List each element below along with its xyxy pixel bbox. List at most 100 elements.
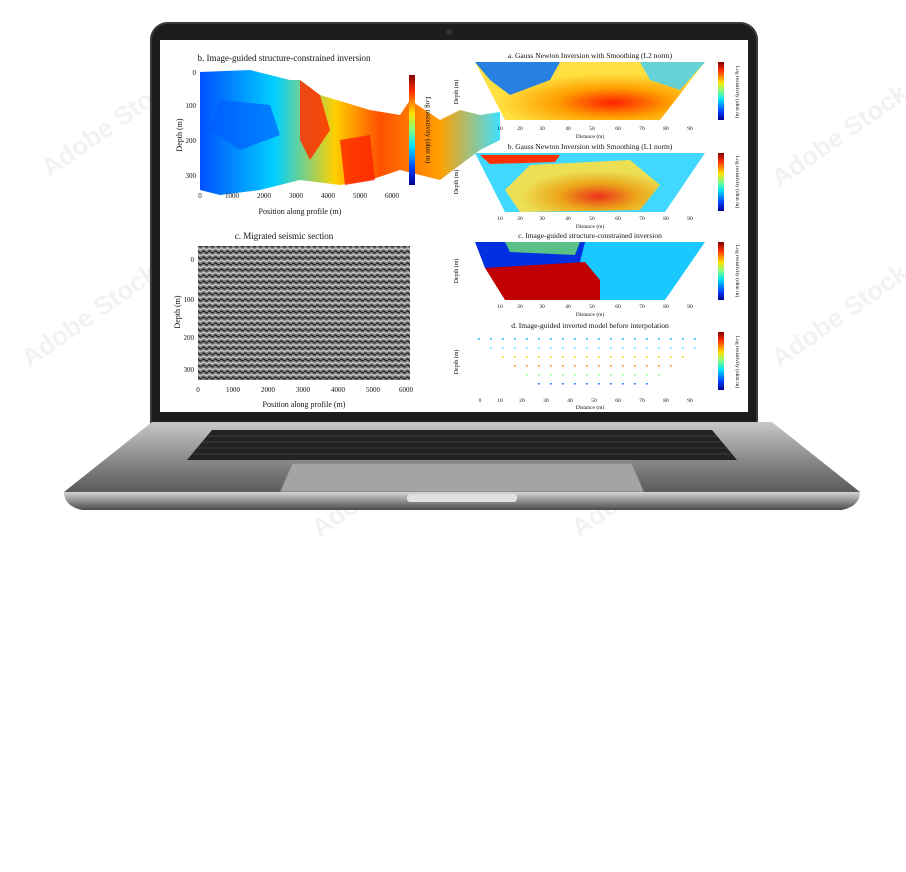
data-point bbox=[658, 374, 660, 376]
data-point bbox=[574, 365, 576, 367]
data-point bbox=[670, 347, 672, 349]
data-point bbox=[502, 347, 504, 349]
x-tick: 80 bbox=[663, 398, 669, 404]
y-axis-label: Depth (m) bbox=[453, 80, 460, 105]
data-point bbox=[658, 338, 660, 340]
x-tick: 40 bbox=[565, 304, 571, 310]
data-point bbox=[658, 365, 660, 367]
data-point bbox=[514, 356, 516, 358]
x-tick: 5000 bbox=[366, 386, 381, 394]
data-point bbox=[550, 338, 552, 340]
data-point bbox=[610, 374, 612, 376]
data-point bbox=[622, 383, 624, 385]
data-point bbox=[610, 383, 612, 385]
data-point bbox=[586, 383, 588, 385]
panel-c: c. Migrated seismic section 0 100 200 30… bbox=[173, 231, 414, 409]
data-point bbox=[634, 338, 636, 340]
data-point bbox=[646, 347, 648, 349]
panel-c1-title: c. Image-guided structure-constrained in… bbox=[518, 231, 662, 240]
colorbar-label: Log resistivity (ohm m) bbox=[734, 245, 741, 298]
colorbar-label: Log resistivity (ohm m) bbox=[424, 97, 432, 164]
data-point bbox=[634, 383, 636, 385]
colorbar bbox=[718, 242, 724, 300]
y-tick: 0 bbox=[193, 69, 197, 77]
data-point bbox=[682, 347, 684, 349]
colorbar-label: Log resistivity (ohm m) bbox=[734, 156, 741, 209]
x-tick: 0 bbox=[196, 386, 200, 394]
data-point bbox=[646, 356, 648, 358]
data-point bbox=[646, 365, 648, 367]
data-point bbox=[682, 338, 684, 340]
data-point bbox=[490, 347, 492, 349]
x-tick: 40 bbox=[565, 216, 571, 222]
data-point bbox=[562, 338, 564, 340]
data-point bbox=[646, 383, 648, 385]
x-tick: 70 bbox=[639, 126, 645, 132]
data-point bbox=[538, 374, 540, 376]
panel-c-title: c. Migrated seismic section bbox=[235, 231, 334, 241]
data-point bbox=[550, 356, 552, 358]
y-axis-label: Depth (m) bbox=[173, 295, 182, 328]
data-point bbox=[562, 347, 564, 349]
x-axis-label: Distance (m) bbox=[576, 404, 605, 411]
watermark: Adobe Stock bbox=[765, 77, 906, 193]
x-tick: 20 bbox=[517, 304, 523, 310]
data-point bbox=[622, 338, 624, 340]
data-point bbox=[574, 347, 576, 349]
y-tick: 100 bbox=[184, 296, 195, 304]
x-tick: 60 bbox=[615, 126, 621, 132]
resistivity-anomaly bbox=[300, 80, 330, 160]
data-point bbox=[598, 374, 600, 376]
data-point bbox=[574, 383, 576, 385]
data-point bbox=[502, 356, 504, 358]
data-point bbox=[550, 383, 552, 385]
data-point bbox=[538, 365, 540, 367]
x-tick: 10 bbox=[497, 126, 503, 132]
x-tick: 90 bbox=[687, 126, 693, 132]
data-point bbox=[526, 374, 528, 376]
y-axis-label: Depth (m) bbox=[453, 350, 460, 375]
section-anomaly bbox=[475, 62, 560, 95]
data-point bbox=[538, 383, 540, 385]
x-axis-label: Distance (m) bbox=[576, 223, 605, 230]
colorbar-label: Log resistivity (ohm m) bbox=[734, 66, 741, 119]
data-point bbox=[610, 338, 612, 340]
panel-a1-title: a. Gauss Newton Inversion with Smoothing… bbox=[508, 51, 673, 60]
x-tick: 70 bbox=[639, 216, 645, 222]
data-point bbox=[562, 374, 564, 376]
screen-figure: b. Image-guided structure-constrained in… bbox=[173, 51, 741, 411]
data-point bbox=[526, 356, 528, 358]
data-point bbox=[574, 356, 576, 358]
data-point bbox=[550, 374, 552, 376]
x-tick: 50 bbox=[589, 216, 595, 222]
data-point bbox=[514, 347, 516, 349]
data-point bbox=[526, 338, 528, 340]
x-tick: 1000 bbox=[225, 192, 240, 200]
resistivity-image bbox=[200, 70, 500, 195]
data-point bbox=[490, 338, 492, 340]
data-point bbox=[598, 383, 600, 385]
x-axis-label: Distance (m) bbox=[576, 133, 605, 140]
x-tick: 80 bbox=[663, 304, 669, 310]
data-point bbox=[634, 374, 636, 376]
x-tick: 30 bbox=[539, 126, 545, 132]
x-tick: 90 bbox=[687, 216, 693, 222]
y-tick: 200 bbox=[186, 137, 197, 145]
data-point bbox=[610, 365, 612, 367]
data-point bbox=[538, 338, 540, 340]
colorbar bbox=[718, 62, 724, 120]
x-tick: 60 bbox=[615, 304, 621, 310]
data-point bbox=[682, 356, 684, 358]
x-tick: 60 bbox=[615, 216, 621, 222]
data-point bbox=[586, 356, 588, 358]
data-point bbox=[610, 356, 612, 358]
x-tick: 5000 bbox=[353, 192, 368, 200]
panel-b1-title: b. Gauss Newton Inversion with Smoothing… bbox=[508, 142, 673, 151]
data-point bbox=[622, 365, 624, 367]
y-axis-label: Depth (m) bbox=[453, 170, 460, 195]
data-point bbox=[694, 347, 696, 349]
x-tick: 3000 bbox=[289, 192, 304, 200]
y-tick: 200 bbox=[184, 334, 195, 342]
x-tick: 20 bbox=[517, 216, 523, 222]
camera-icon bbox=[446, 29, 452, 35]
